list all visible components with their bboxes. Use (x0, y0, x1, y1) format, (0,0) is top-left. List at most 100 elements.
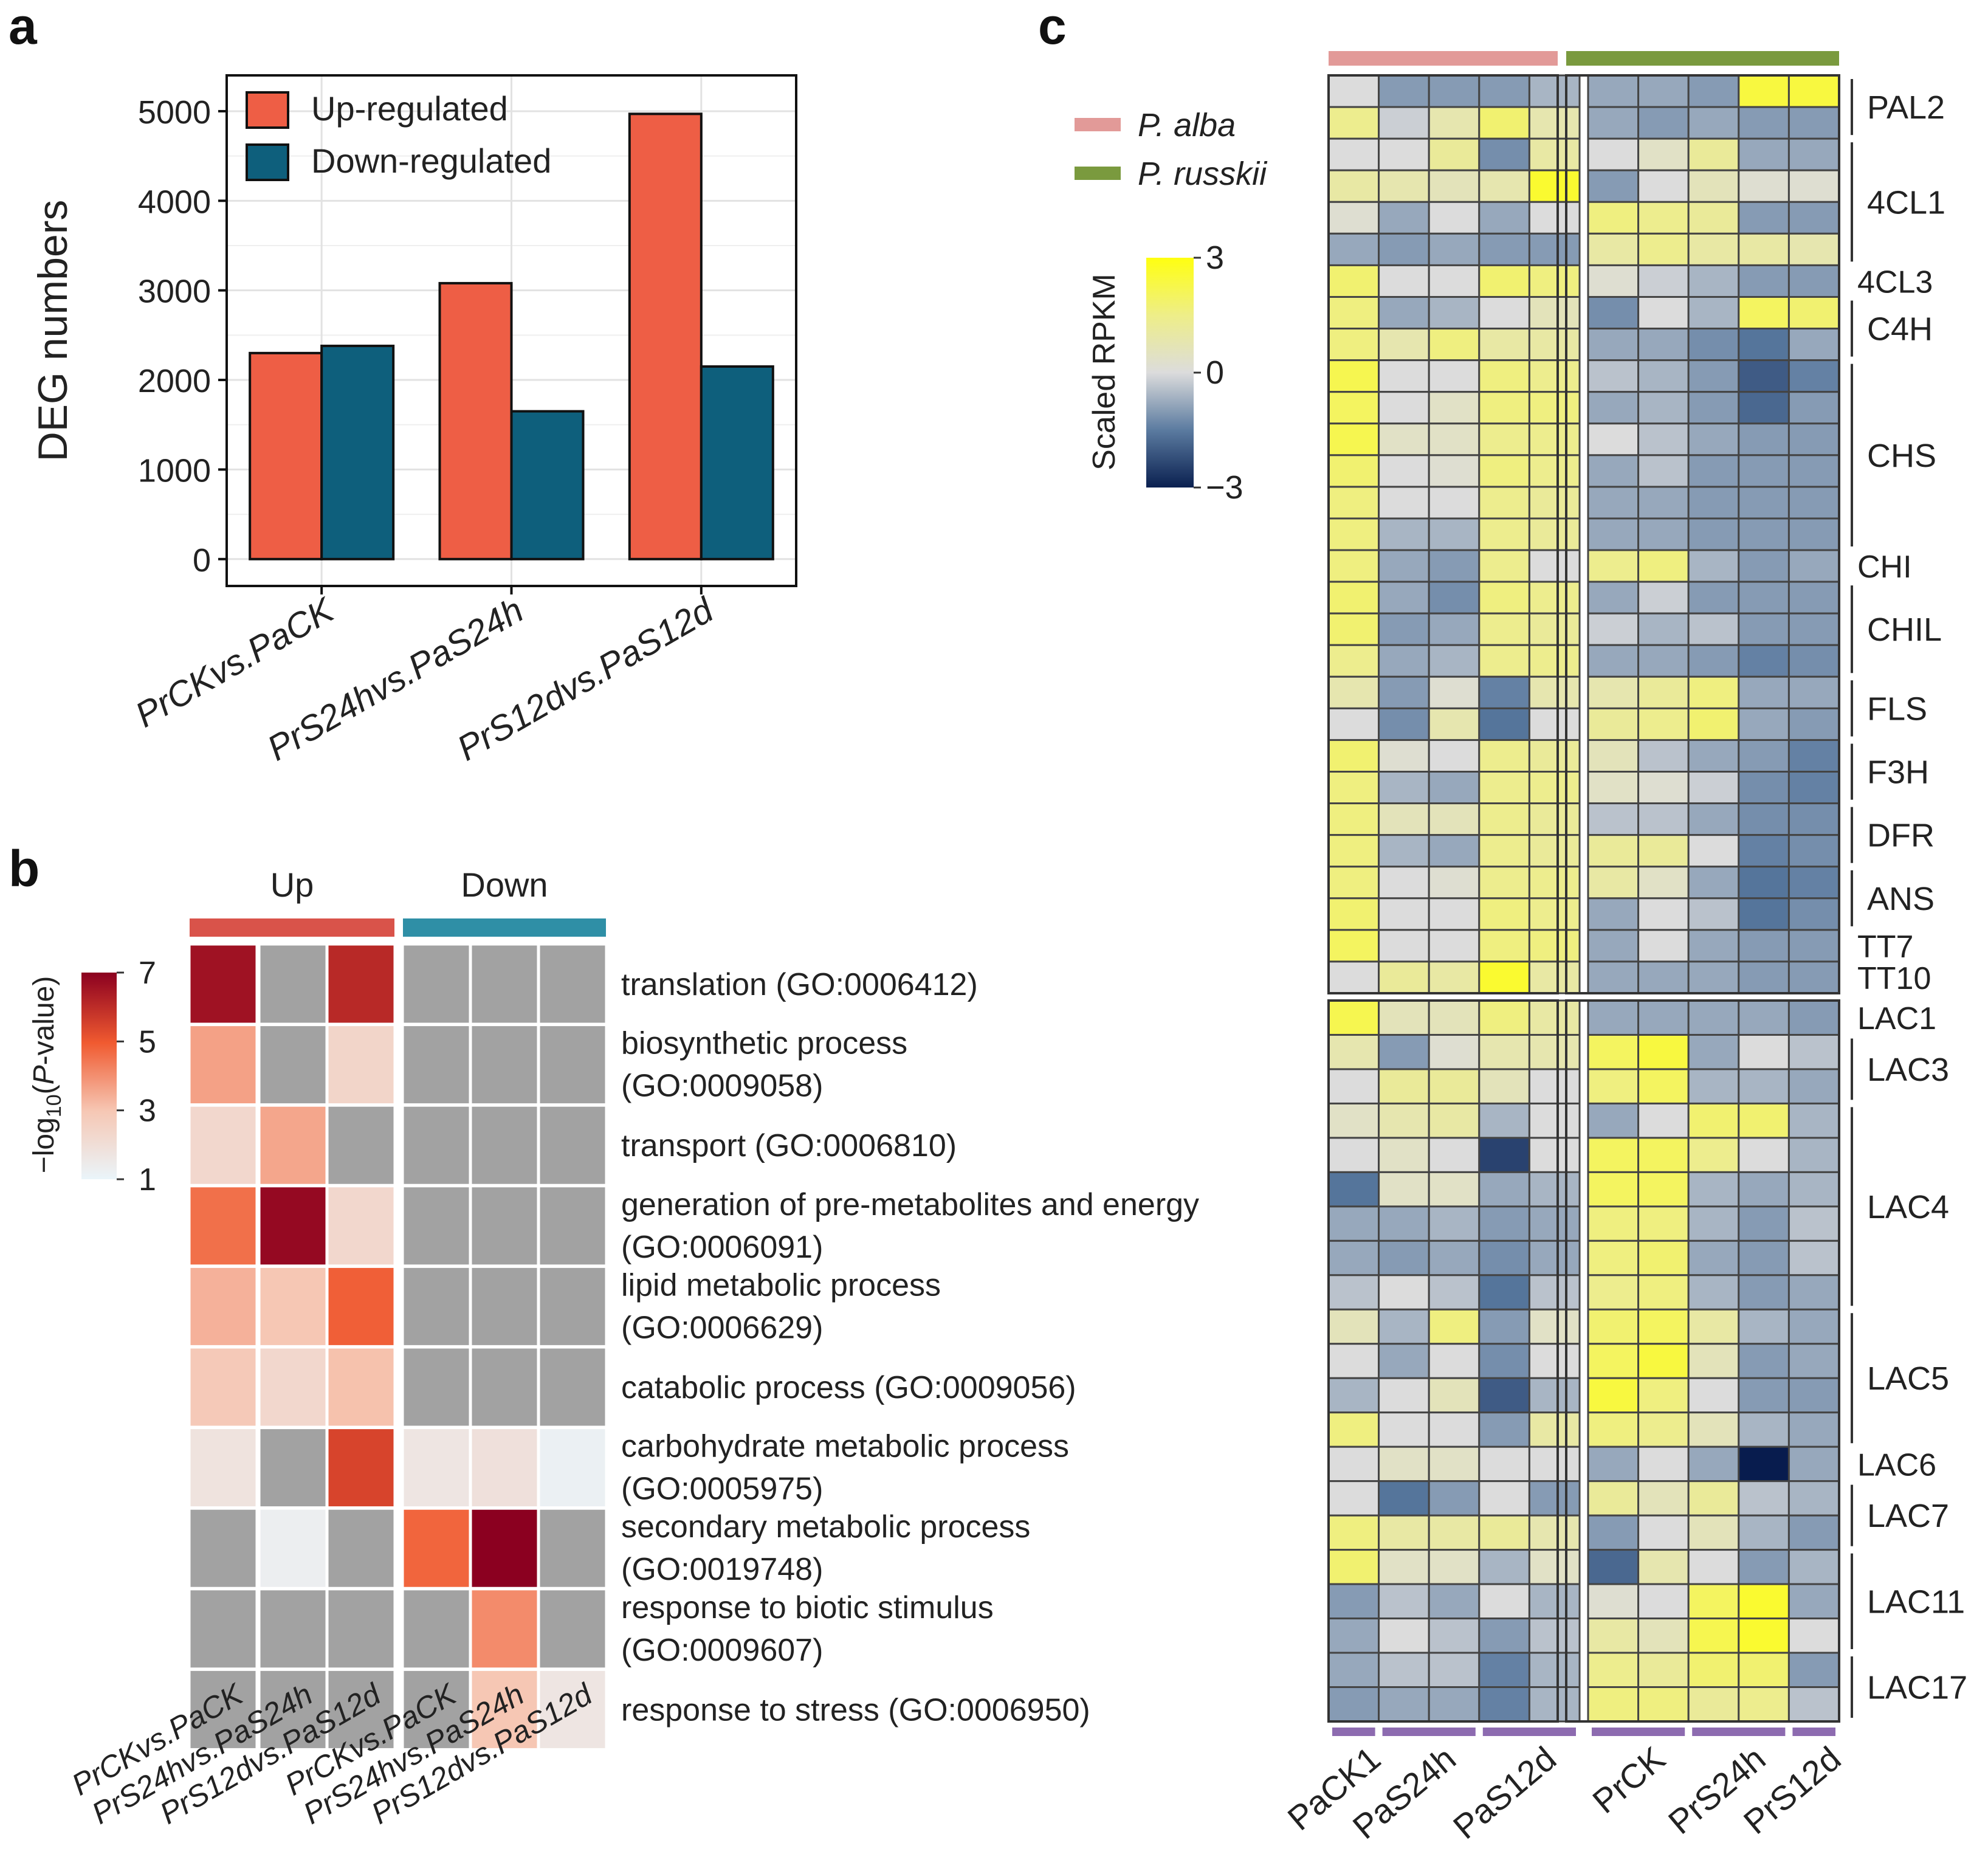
gene-cell-3-1 (1378, 169, 1430, 203)
gene-cell-43-9 (1787, 1480, 1840, 1517)
gene-cell-47-0 (1327, 1618, 1380, 1654)
gene-cell-27-5 (1587, 929, 1640, 963)
go-cell-6-4 (470, 1427, 539, 1509)
gene-cell-39-5 (1587, 1343, 1640, 1379)
gene-cell-2-5 (1587, 137, 1640, 171)
gene-cell-26-7 (1687, 897, 1740, 931)
sample-group-bar-4 (1692, 1728, 1786, 1736)
gene-cell-26-5 (1587, 897, 1640, 931)
gene-cell-32-8 (1738, 1102, 1790, 1139)
gene-labels: PAL2 4CL1 4CL3 C4H CHS CHI CHIL FLS F3H DFR ANS TT7… (1851, 79, 1967, 1718)
bar-down-1 (510, 410, 585, 560)
gene-cell-42-4 (1528, 1445, 1581, 1483)
gene-cell-6-6 (1637, 264, 1690, 298)
go-cell-8-1 (258, 1588, 328, 1670)
gene-cell-49-1 (1378, 1686, 1430, 1723)
gene-cell-23-1 (1378, 802, 1430, 836)
gene-cell-49-2 (1428, 1686, 1481, 1723)
gene-cell-25-4 (1528, 866, 1581, 900)
gene-cell-13-9 (1787, 486, 1840, 520)
gene-cell-4-6 (1637, 201, 1690, 235)
gene-cell-41-3 (1478, 1411, 1530, 1448)
gene-cell-46-8 (1738, 1583, 1790, 1620)
gene-cell-40-3 (1478, 1377, 1530, 1414)
gene-cell-22-7 (1687, 771, 1740, 805)
gene-cell-0-1 (1378, 74, 1430, 108)
go-cell-0-1 (258, 943, 328, 1025)
gene-cell-37-3 (1478, 1274, 1530, 1311)
gene-cell-7-5 (1587, 295, 1640, 330)
gene-cell-14-6 (1637, 517, 1690, 551)
gene-cell-8-3 (1478, 328, 1530, 362)
gene-cell-34-9 (1787, 1171, 1840, 1208)
gene-cell-18-2 (1428, 644, 1481, 678)
gene-cell-13-2 (1428, 486, 1481, 520)
gene-cell-37-1 (1378, 1274, 1430, 1311)
gene-cell-9-6 (1637, 359, 1690, 393)
go-cell-5-4 (470, 1346, 539, 1428)
legend-swatch-1 (246, 143, 289, 181)
gene-cell-31-0 (1327, 1068, 1380, 1104)
gene-cell-41-5 (1587, 1411, 1640, 1448)
gene-cell-3-2 (1428, 169, 1481, 203)
gene-cell-47-8 (1738, 1618, 1790, 1654)
gene-cell-3-6 (1637, 169, 1690, 203)
gene-cell-20-9 (1787, 707, 1840, 741)
species-bar-alba (1329, 51, 1558, 66)
gene-cell-13-8 (1738, 486, 1790, 520)
rpkm-colorbar-gradient (1146, 258, 1194, 488)
gene-cell-24-2 (1428, 834, 1481, 868)
go-cell-4-4 (470, 1266, 539, 1347)
gene-cell-28-4 (1528, 960, 1581, 994)
gene-label-DFR: DFR (1867, 818, 1935, 854)
gene-label-LAC1: LAC1 (1857, 1001, 1936, 1036)
gene-cell-7-1 (1378, 295, 1430, 330)
heatmap-block-border-1 (1565, 74, 1840, 994)
gene-cell-45-9 (1787, 1549, 1840, 1585)
gene-cell-43-7 (1687, 1480, 1740, 1517)
gene-cell-19-4 (1528, 675, 1581, 709)
gene-cell-35-7 (1687, 1205, 1740, 1242)
gene-cell-43-5 (1587, 1480, 1640, 1517)
group-bar-1 (403, 918, 606, 937)
gene-cell-25-2 (1428, 866, 1481, 900)
gene-cell-20-8 (1738, 707, 1790, 741)
gene-cell-23-7 (1687, 802, 1740, 836)
gene-cell-23-6 (1637, 802, 1690, 836)
gene-cell-14-4 (1528, 517, 1581, 551)
gene-cell-11-7 (1687, 422, 1740, 456)
legend-label-0: Up-regulated (311, 89, 508, 128)
species-legend-swatch-1 (1075, 167, 1121, 180)
gene-cell-43-1 (1378, 1480, 1430, 1517)
gene-label-TT10: TT10 (1857, 961, 1931, 996)
gene-cell-5-9 (1787, 232, 1840, 266)
gene-cell-24-9 (1787, 834, 1840, 868)
gene-cell-0-6 (1637, 74, 1690, 108)
gene-cell-12-8 (1738, 454, 1790, 488)
go-heatmap-row-labels: translation (GO:0006412) biosynthetic pro… (621, 967, 1199, 1728)
gene-cell-0-3 (1478, 74, 1530, 108)
gene-cell-3-3 (1478, 169, 1530, 203)
gene-cell-45-7 (1687, 1549, 1740, 1585)
gene-cell-10-6 (1637, 391, 1690, 425)
gene-cell-12-7 (1687, 454, 1740, 488)
gene-cell-47-3 (1478, 1618, 1530, 1654)
gene-cell-34-3 (1478, 1171, 1530, 1208)
go-cell-0-4 (470, 943, 539, 1025)
go-term-id: (GO:0009607) (621, 1633, 823, 1668)
gene-cell-14-8 (1738, 517, 1790, 551)
gene-cell-15-5 (1587, 549, 1640, 583)
gene-cell-37-0 (1327, 1274, 1380, 1311)
go-heatmap-colorbar: −log10(P-value) 1 3 5 7 (28, 956, 156, 1197)
gene-cell-46-2 (1428, 1583, 1481, 1620)
gene-cell-32-0 (1327, 1102, 1380, 1139)
gene-cell-2-8 (1738, 137, 1790, 171)
gene-cell-7-2 (1428, 295, 1481, 330)
gene-cell-29-4 (1528, 999, 1581, 1036)
gene-label-CHI: CHI (1857, 550, 1912, 585)
gene-cell-28-7 (1687, 960, 1740, 994)
gene-cell-45-2 (1428, 1549, 1481, 1585)
go-cell-5-5 (538, 1346, 607, 1428)
go-cell-9-3 (402, 1669, 471, 1750)
gene-cell-27-9 (1787, 929, 1840, 963)
